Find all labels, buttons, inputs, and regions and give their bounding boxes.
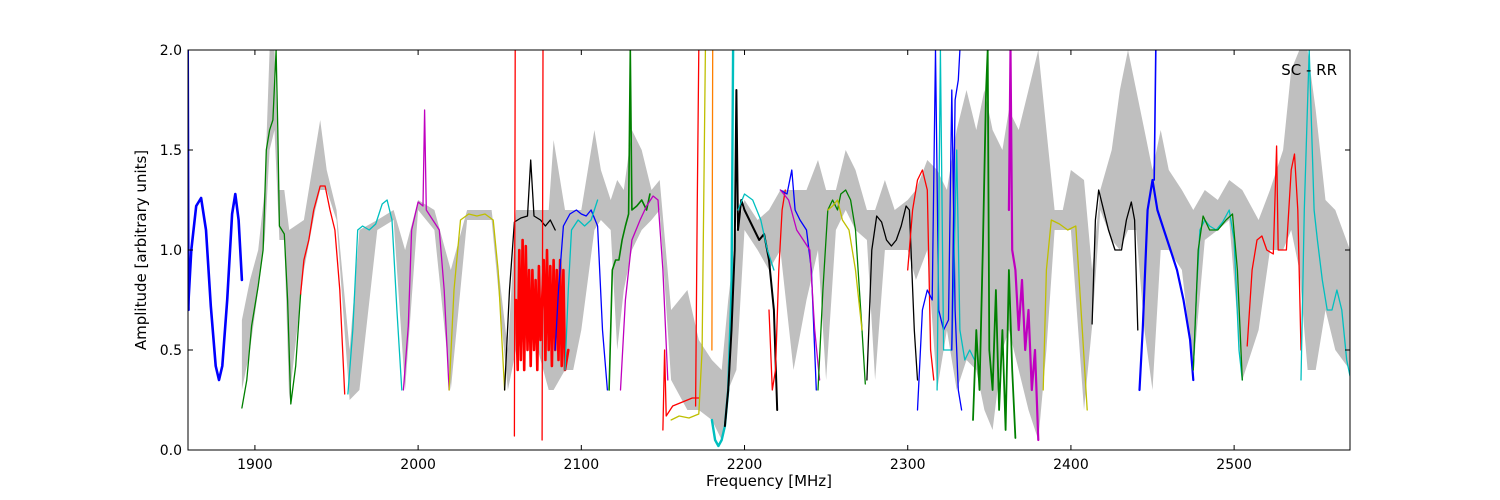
y-axis-label: Amplitude [arbitrary units] bbox=[132, 150, 150, 350]
series-line-18 bbox=[711, 50, 714, 351]
series-line-8 bbox=[513, 50, 516, 437]
series-line-0 bbox=[188, 192, 244, 382]
y-tick-label: 0.0 bbox=[160, 443, 182, 459]
y-tick-label: 1.5 bbox=[160, 143, 182, 159]
series-line-34 bbox=[1042, 219, 1088, 411]
series-line-37 bbox=[1153, 50, 1157, 181]
series-line-25 bbox=[817, 189, 866, 391]
series-line-16 bbox=[670, 50, 707, 421]
series-line-22 bbox=[768, 189, 786, 391]
series-line-6 bbox=[448, 213, 506, 391]
series-line-17 bbox=[694, 50, 700, 407]
series-line-2 bbox=[241, 50, 302, 409]
y-tick-label: 2.0 bbox=[160, 43, 182, 59]
series-line-35 bbox=[1091, 189, 1139, 331]
series-line-27 bbox=[866, 205, 919, 381]
y-tick-label: 0.5 bbox=[160, 343, 182, 359]
series-line-5 bbox=[402, 109, 450, 391]
series-line-39 bbox=[1192, 213, 1243, 381]
series-line-10 bbox=[514, 238, 570, 372]
series-line-15 bbox=[662, 349, 700, 431]
x-tick-label: 2000 bbox=[400, 457, 436, 473]
y-tick-label: 1.0 bbox=[160, 243, 182, 259]
series-line-9 bbox=[541, 50, 544, 441]
x-axis-label: Frequency [MHz] bbox=[706, 472, 832, 490]
series-line-36 bbox=[1138, 178, 1195, 392]
series-line-21 bbox=[737, 193, 775, 271]
series-line-40 bbox=[1246, 145, 1302, 351]
plot-area bbox=[188, 50, 1350, 448]
series-line-19 bbox=[710, 50, 735, 448]
series-line-12 bbox=[564, 199, 599, 371]
series-line-26 bbox=[827, 199, 863, 331]
grey-envelope bbox=[241, 50, 1350, 440]
series-line-41 bbox=[1300, 50, 1350, 381]
series-line-28 bbox=[907, 169, 935, 381]
series-line-31 bbox=[951, 50, 961, 351]
series-line-33 bbox=[1007, 50, 1040, 442]
annotation-label: SC - RR bbox=[1281, 61, 1337, 79]
series-line-11 bbox=[554, 209, 609, 391]
series-line-3 bbox=[299, 185, 346, 395]
x-tick-label: 2500 bbox=[1216, 457, 1252, 473]
series-line-32 bbox=[972, 50, 1017, 439]
axis-ticks: 1900 2000 2100 2200 2300 2400 2500 0.0 0.5 1.0 1.5… bbox=[160, 43, 1350, 473]
x-tick-label: 2200 bbox=[727, 457, 763, 473]
series-line-24 bbox=[779, 189, 821, 381]
series-line-13 bbox=[608, 50, 651, 391]
x-tick-label: 2300 bbox=[890, 457, 926, 473]
x-tick-label: 2400 bbox=[1053, 457, 1089, 473]
series-line-29 bbox=[916, 50, 963, 411]
series-line-30 bbox=[936, 50, 976, 391]
series-line-4 bbox=[347, 199, 403, 395]
series-line-14 bbox=[619, 195, 669, 391]
x-tick-label: 2100 bbox=[563, 457, 599, 473]
x-tick-label: 1900 bbox=[237, 457, 273, 473]
series-line-7 bbox=[503, 159, 556, 391]
